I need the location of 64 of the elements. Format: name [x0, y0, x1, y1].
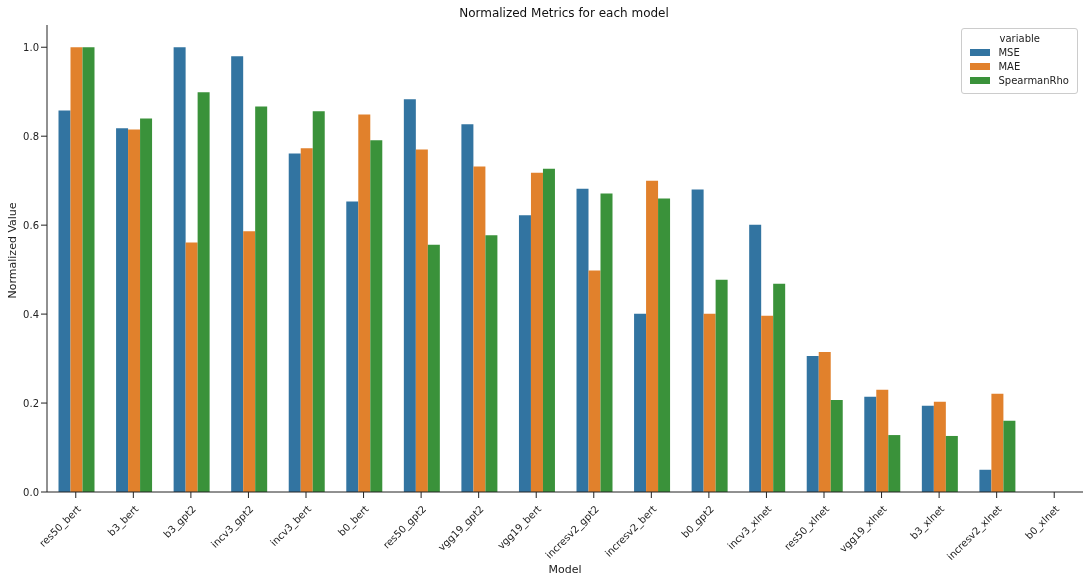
bar — [82, 47, 95, 492]
legend-label: MAE — [998, 61, 1021, 72]
y-tick-label: 0.8 — [23, 130, 39, 142]
bar — [542, 168, 555, 492]
bar — [415, 149, 428, 492]
bar — [715, 279, 728, 492]
bar — [921, 405, 934, 492]
bar — [576, 188, 589, 492]
chart-title: Normalized Metrics for each model — [458, 6, 670, 20]
bar — [773, 283, 786, 492]
bar — [979, 469, 992, 492]
bar — [243, 231, 256, 492]
y-tick-label: 1.0 — [23, 41, 39, 53]
bar — [830, 399, 843, 492]
bar — [128, 129, 141, 492]
bar — [58, 110, 71, 492]
bar — [864, 396, 877, 492]
bar — [703, 313, 716, 492]
legend-label: SpearmanRho — [998, 75, 1069, 86]
bar — [646, 180, 659, 492]
legend-title: variable — [998, 33, 1041, 44]
bar — [888, 435, 901, 492]
bar — [370, 140, 383, 492]
bar — [346, 201, 359, 492]
bar — [197, 92, 210, 492]
bar — [691, 189, 704, 492]
bar — [70, 47, 83, 492]
bar — [473, 166, 486, 492]
bar — [231, 56, 244, 492]
bar — [1003, 420, 1016, 492]
bar — [140, 118, 153, 492]
legend-label: MSE — [998, 47, 1020, 58]
y-tick-label: 0.4 — [23, 308, 39, 320]
bar — [658, 198, 671, 492]
bar — [634, 313, 647, 492]
bar — [600, 193, 613, 492]
bar — [876, 389, 889, 492]
bar — [991, 393, 1004, 492]
bar — [185, 242, 198, 492]
bar — [312, 111, 325, 492]
bar — [255, 106, 268, 492]
bar — [485, 235, 498, 492]
bar — [530, 172, 543, 492]
bar — [749, 224, 762, 492]
bar — [761, 315, 774, 492]
bar — [427, 244, 440, 492]
bar — [300, 148, 313, 492]
y-axis-title: Normalized Value — [5, 202, 19, 299]
bar — [933, 401, 946, 492]
bar — [806, 355, 819, 492]
bar — [358, 114, 371, 492]
bar — [945, 435, 958, 492]
bar — [818, 351, 831, 492]
bar — [288, 153, 301, 492]
bar — [588, 270, 601, 492]
x-axis-title: Model — [548, 563, 582, 573]
bar — [403, 99, 416, 492]
bar — [173, 47, 186, 492]
bar — [461, 124, 474, 492]
bar — [116, 128, 129, 492]
y-tick-label: 0.0 — [23, 486, 39, 498]
y-tick-label: 0.2 — [23, 397, 39, 409]
bar — [518, 215, 531, 492]
y-tick-label: 0.6 — [23, 219, 39, 231]
